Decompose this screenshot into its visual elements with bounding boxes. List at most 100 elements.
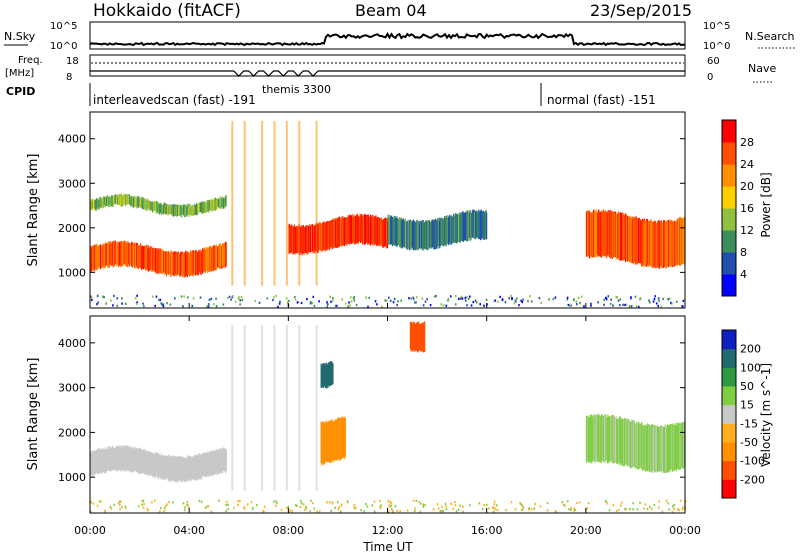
noise-point [96,295,99,298]
scan-streak [231,324,234,491]
noise-point [577,296,580,299]
noise-point [165,504,167,508]
noise-point [420,502,422,505]
noise-point [492,510,495,513]
noise-point [534,502,537,506]
noise-point [293,295,296,299]
colorbar-swatch [722,142,736,165]
noise-point [339,510,342,513]
noise-point [294,298,297,301]
noise-point [414,301,416,304]
noise-point [538,297,541,300]
noise-point [388,504,391,507]
noise-point [160,302,162,305]
noise-point [615,509,618,513]
noise-point [483,304,485,307]
noise-point [143,305,145,308]
noise-point [105,302,108,305]
noise-point [332,299,334,302]
noise-point [397,300,399,303]
noise-point [326,305,328,308]
y-tick-label: 2000 [58,426,86,439]
colorbar-tick-label: 16 [740,202,754,215]
noise-point [388,505,391,508]
noise-point [672,505,674,508]
noise-point [466,304,468,307]
noise-point [494,508,497,511]
noise-point [554,296,557,299]
noise-point [227,503,229,506]
noise-point [374,300,377,303]
noise-point [575,501,578,505]
noise-point [285,297,288,300]
noise-point [455,510,458,513]
noise-point [318,510,321,513]
noise-point [677,508,679,511]
y-tick-label: 3000 [58,382,86,395]
noise-point [353,296,356,299]
noise-point [566,298,569,301]
noise-point [415,499,418,503]
power-colorbar-label: Power [dB] [759,172,773,237]
noise-point [518,304,520,307]
noise-point [389,299,392,302]
noise-point [98,500,101,503]
noise-point [619,298,622,301]
colorbar-swatch [722,252,736,275]
scatter-column [225,449,227,470]
noise-point [226,296,229,299]
colorbar-tick-label: 12 [740,224,754,237]
nave-tick-bottom: 0 [707,72,713,83]
colorbar-swatch [722,479,736,499]
noise-point [379,505,381,508]
noise-point [530,300,533,303]
noise-point [291,510,293,513]
noise-point [354,506,357,510]
nsearch-tick-top: 10^5 [703,21,730,32]
noise-point [450,502,453,505]
scan-streak [261,120,264,286]
velocity-background [90,316,685,513]
noise-point [493,500,496,503]
noise-point [143,502,145,506]
power-colorbar: 28 24 20 16 12 8 4 [721,119,754,297]
noise-point [239,299,242,302]
cpid-row: CPID interleavedscan (fast) -191 themis … [6,83,656,107]
noise-point [348,301,350,304]
noise-point [96,303,98,306]
noise-point [373,510,376,513]
noise-point [435,295,437,298]
velocity-yticks: 4000 3000 2000 1000 [58,337,685,484]
noise-point [328,501,331,504]
noise-point [496,300,499,303]
noise-point [457,508,460,511]
noise-point [228,295,231,298]
noise-point [110,507,113,510]
noise-point [151,295,154,298]
noise-point [493,300,496,303]
colorbar-tick-label: 100 [740,361,761,374]
noise-point [496,508,499,512]
noise-point [347,305,349,308]
noise-point [481,507,484,511]
noise-point [151,500,153,504]
noise-point [309,302,312,305]
noise-point [234,300,237,303]
noise-point [233,506,235,510]
noise-point [207,505,210,508]
scan-streak [285,120,288,286]
noise-point [162,305,165,308]
noise-point [608,509,611,512]
noise-point [625,507,627,510]
noise-point [376,303,378,306]
power-yticks: 4000 3000 2000 1000 [58,133,685,279]
noise-point [628,305,631,308]
noise-point [142,506,145,509]
noise-point [204,506,207,509]
velocity-marks [90,321,687,513]
noise-point [632,508,634,511]
noise-point [396,509,399,512]
noise-point [303,508,306,512]
noise-point [533,507,535,510]
